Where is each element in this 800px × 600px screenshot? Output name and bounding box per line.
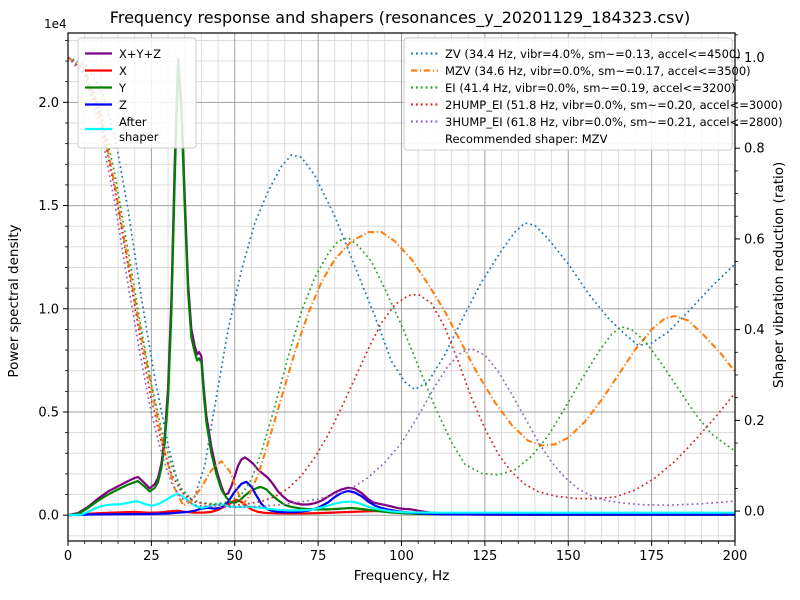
x-tick-label: 0 bbox=[64, 549, 72, 564]
x-tick-label: 50 bbox=[226, 549, 243, 564]
legend-label: After bbox=[119, 115, 147, 129]
x-tick-label: 150 bbox=[556, 549, 581, 564]
axis-ticks bbox=[63, 34, 740, 546]
legend-label: MZV (34.6 Hz, vibr=0.0%, sm~=0.17, accel… bbox=[445, 64, 751, 78]
legend-label: X bbox=[119, 64, 127, 78]
legend-label: Z bbox=[119, 98, 127, 112]
series-2hump-ei bbox=[67, 56, 736, 507]
series-y bbox=[67, 61, 735, 517]
legend-shapers-box bbox=[403, 37, 733, 151]
series-after-shaper bbox=[67, 493, 735, 517]
legend-label: 2HUMP_EI (51.8 Hz, vibr=0.0%, sm~=0.20, … bbox=[445, 98, 783, 112]
legend-shapers: ZV (34.4 Hz, vibr=4.0%, sm~=0.13, accel<… bbox=[403, 37, 783, 151]
x-tick-label: 100 bbox=[389, 549, 414, 564]
y-axis-offset-label: 1e4 bbox=[44, 17, 67, 31]
y-left-tick-label: 0.5 bbox=[38, 405, 59, 420]
x-tick-label: 175 bbox=[639, 549, 664, 564]
y-axis-left-label: Power spectral density bbox=[6, 224, 22, 378]
legend-label: Recommended shaper: MZV bbox=[445, 132, 608, 146]
legend-label: Y bbox=[118, 81, 127, 95]
legend-label: X+Y+Z bbox=[119, 47, 161, 61]
chart-title: Frequency response and shapers (resonanc… bbox=[109, 8, 691, 27]
series-ei bbox=[67, 56, 736, 505]
legend-label: EI (41.4 Hz, vibr=0.0%, sm~=0.19, accel<… bbox=[445, 81, 736, 95]
series-mzv bbox=[67, 56, 736, 507]
y-right-tick-label: 0.2 bbox=[744, 414, 765, 429]
y-right-tick-label: 0.8 bbox=[744, 142, 765, 157]
y-right-tick-label: 0.0 bbox=[744, 505, 765, 520]
y-left-tick-label: 2.0 bbox=[38, 96, 59, 111]
y-left-tick-label: 0.0 bbox=[38, 509, 59, 524]
y-left-tick-label: 1.0 bbox=[38, 302, 59, 317]
legend-label: ZV (34.4 Hz, vibr=4.0%, sm~=0.13, accel<… bbox=[445, 47, 741, 61]
series-3hump-ei bbox=[67, 56, 736, 509]
axis-tick-labels: 0 25 50 75 100 125 150 175 200 0.0 0.5 1.0 1.5 2.0 0.0… bbox=[38, 51, 764, 564]
x-axis-label: Frequency, Hz bbox=[353, 568, 450, 584]
y-right-tick-label: 0.6 bbox=[744, 232, 765, 247]
y-left-tick-label: 1.5 bbox=[38, 199, 59, 214]
y-right-tick-label: 0.4 bbox=[744, 323, 765, 338]
series-lines bbox=[67, 56, 736, 517]
y-axis-right-label: Shaper vibration reduction (ratio) bbox=[771, 161, 787, 388]
x-tick-label: 200 bbox=[723, 549, 748, 564]
y-right-tick-label: 1.0 bbox=[744, 51, 765, 66]
x-tick-label: 125 bbox=[472, 549, 497, 564]
legend-label: shaper bbox=[119, 130, 159, 144]
legend-label: 3HUMP_EI (61.8 Hz, vibr=0.0%, sm~=0.21, … bbox=[445, 115, 783, 129]
legend-psd-box bbox=[77, 37, 197, 149]
x-tick-label: 75 bbox=[310, 549, 327, 564]
x-tick-label: 25 bbox=[143, 549, 160, 564]
